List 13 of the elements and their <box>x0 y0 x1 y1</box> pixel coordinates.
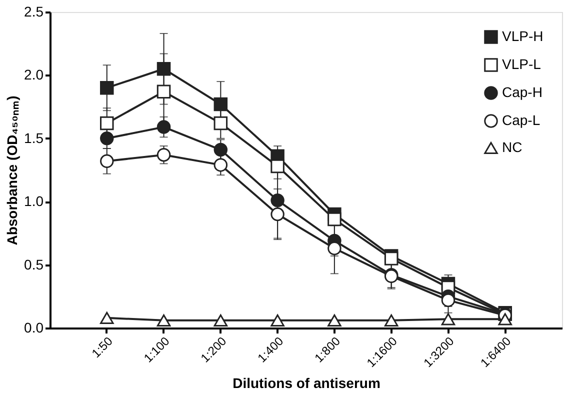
y-tick-label: 0.5 <box>24 256 44 272</box>
y-tick-label: 1.5 <box>24 130 44 146</box>
y-tick-label: 1.0 <box>24 193 44 210</box>
legend-label: VLP-L <box>502 56 542 72</box>
legend-label: Cap-H <box>502 84 542 100</box>
x-axis-title: Dilutions of antiserum <box>232 375 380 392</box>
y-tick-label: 0.0 <box>24 320 44 336</box>
legend-label: NC <box>502 139 522 155</box>
y-tick-label: 2.0 <box>24 66 44 83</box>
y-axis-title: Absorbance (OD₄₅₀ₙₘ) <box>4 96 20 246</box>
legend-label: VLP-H <box>502 28 544 44</box>
y-tick-label: 2.5 <box>24 4 44 20</box>
legend-label: Cap-L <box>502 112 540 128</box>
